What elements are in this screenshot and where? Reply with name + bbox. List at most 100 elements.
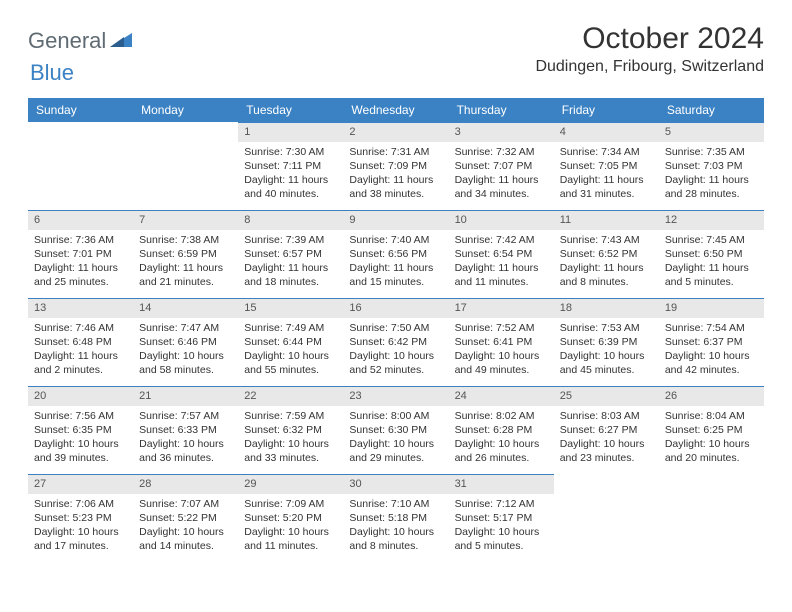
calendar-cell: 17Sunrise: 7:52 AMSunset: 6:41 PMDayligh… <box>449 298 554 386</box>
day-content: Sunrise: 8:03 AMSunset: 6:27 PMDaylight:… <box>554 406 659 470</box>
day-number: 15 <box>238 298 343 318</box>
day-content: Sunrise: 7:12 AMSunset: 5:17 PMDaylight:… <box>449 494 554 558</box>
day-number: 27 <box>28 474 133 494</box>
day-content: Sunrise: 7:10 AMSunset: 5:18 PMDaylight:… <box>343 494 448 558</box>
calendar-cell: 18Sunrise: 7:53 AMSunset: 6:39 PMDayligh… <box>554 298 659 386</box>
day-content: Sunrise: 7:52 AMSunset: 6:41 PMDaylight:… <box>449 318 554 382</box>
day-content: Sunrise: 7:30 AMSunset: 7:11 PMDaylight:… <box>238 142 343 206</box>
calendar-cell: 25Sunrise: 8:03 AMSunset: 6:27 PMDayligh… <box>554 386 659 474</box>
brand-logo: General <box>28 22 134 54</box>
calendar-cell: 6Sunrise: 7:36 AMSunset: 7:01 PMDaylight… <box>28 210 133 298</box>
day-content: Sunrise: 7:35 AMSunset: 7:03 PMDaylight:… <box>659 142 764 206</box>
calendar-cell: 16Sunrise: 7:50 AMSunset: 6:42 PMDayligh… <box>343 298 448 386</box>
calendar-cell: 19Sunrise: 7:54 AMSunset: 6:37 PMDayligh… <box>659 298 764 386</box>
day-number: 9 <box>343 210 448 230</box>
day-content: Sunrise: 7:50 AMSunset: 6:42 PMDaylight:… <box>343 318 448 382</box>
weekday-header: Thursday <box>449 98 554 122</box>
day-content: Sunrise: 7:40 AMSunset: 6:56 PMDaylight:… <box>343 230 448 294</box>
day-content: Sunrise: 7:38 AMSunset: 6:59 PMDaylight:… <box>133 230 238 294</box>
calendar-cell <box>659 474 764 562</box>
day-number: 11 <box>554 210 659 230</box>
calendar-cell: 22Sunrise: 7:59 AMSunset: 6:32 PMDayligh… <box>238 386 343 474</box>
day-number: 20 <box>28 386 133 406</box>
day-number: 18 <box>554 298 659 318</box>
day-content: Sunrise: 7:31 AMSunset: 7:09 PMDaylight:… <box>343 142 448 206</box>
day-number: 24 <box>449 386 554 406</box>
day-content: Sunrise: 7:06 AMSunset: 5:23 PMDaylight:… <box>28 494 133 558</box>
calendar-cell: 14Sunrise: 7:47 AMSunset: 6:46 PMDayligh… <box>133 298 238 386</box>
calendar-header-row: SundayMondayTuesdayWednesdayThursdayFrid… <box>28 98 764 122</box>
day-content: Sunrise: 7:32 AMSunset: 7:07 PMDaylight:… <box>449 142 554 206</box>
calendar-cell: 26Sunrise: 8:04 AMSunset: 6:25 PMDayligh… <box>659 386 764 474</box>
day-number: 23 <box>343 386 448 406</box>
calendar-cell: 13Sunrise: 7:46 AMSunset: 6:48 PMDayligh… <box>28 298 133 386</box>
day-content: Sunrise: 8:02 AMSunset: 6:28 PMDaylight:… <box>449 406 554 470</box>
calendar-cell: 11Sunrise: 7:43 AMSunset: 6:52 PMDayligh… <box>554 210 659 298</box>
calendar-cell: 9Sunrise: 7:40 AMSunset: 6:56 PMDaylight… <box>343 210 448 298</box>
day-content: Sunrise: 7:34 AMSunset: 7:05 PMDaylight:… <box>554 142 659 206</box>
day-content: Sunrise: 7:53 AMSunset: 6:39 PMDaylight:… <box>554 318 659 382</box>
day-content: Sunrise: 7:56 AMSunset: 6:35 PMDaylight:… <box>28 406 133 470</box>
calendar-cell: 10Sunrise: 7:42 AMSunset: 6:54 PMDayligh… <box>449 210 554 298</box>
day-number: 21 <box>133 386 238 406</box>
calendar-week-row: 6Sunrise: 7:36 AMSunset: 7:01 PMDaylight… <box>28 210 764 298</box>
day-number: 22 <box>238 386 343 406</box>
day-number: 10 <box>449 210 554 230</box>
day-content: Sunrise: 7:59 AMSunset: 6:32 PMDaylight:… <box>238 406 343 470</box>
calendar-cell: 3Sunrise: 7:32 AMSunset: 7:07 PMDaylight… <box>449 122 554 210</box>
brand-triangle-icon <box>110 31 132 52</box>
month-title: October 2024 <box>535 22 764 56</box>
day-number: 12 <box>659 210 764 230</box>
calendar-cell: 5Sunrise: 7:35 AMSunset: 7:03 PMDaylight… <box>659 122 764 210</box>
day-content: Sunrise: 8:00 AMSunset: 6:30 PMDaylight:… <box>343 406 448 470</box>
day-number: 16 <box>343 298 448 318</box>
day-content: Sunrise: 7:57 AMSunset: 6:33 PMDaylight:… <box>133 406 238 470</box>
day-number: 4 <box>554 122 659 142</box>
calendar-body: 1Sunrise: 7:30 AMSunset: 7:11 PMDaylight… <box>28 122 764 562</box>
calendar-cell: 12Sunrise: 7:45 AMSunset: 6:50 PMDayligh… <box>659 210 764 298</box>
calendar-cell: 23Sunrise: 8:00 AMSunset: 6:30 PMDayligh… <box>343 386 448 474</box>
day-number: 8 <box>238 210 343 230</box>
day-number: 5 <box>659 122 764 142</box>
brand-part2: Blue <box>30 60 766 86</box>
calendar-week-row: 27Sunrise: 7:06 AMSunset: 5:23 PMDayligh… <box>28 474 764 562</box>
weekday-header: Tuesday <box>238 98 343 122</box>
day-content: Sunrise: 7:47 AMSunset: 6:46 PMDaylight:… <box>133 318 238 382</box>
day-number: 3 <box>449 122 554 142</box>
weekday-header: Wednesday <box>343 98 448 122</box>
calendar-cell: 21Sunrise: 7:57 AMSunset: 6:33 PMDayligh… <box>133 386 238 474</box>
day-number: 7 <box>133 210 238 230</box>
day-number: 19 <box>659 298 764 318</box>
day-content: Sunrise: 7:09 AMSunset: 5:20 PMDaylight:… <box>238 494 343 558</box>
day-number: 31 <box>449 474 554 494</box>
weekday-header: Sunday <box>28 98 133 122</box>
calendar-page: General October 2024 Dudingen, Fribourg,… <box>0 0 792 562</box>
day-content: Sunrise: 7:49 AMSunset: 6:44 PMDaylight:… <box>238 318 343 382</box>
day-content: Sunrise: 7:46 AMSunset: 6:48 PMDaylight:… <box>28 318 133 382</box>
calendar-cell: 1Sunrise: 7:30 AMSunset: 7:11 PMDaylight… <box>238 122 343 210</box>
day-number: 2 <box>343 122 448 142</box>
calendar-cell: 4Sunrise: 7:34 AMSunset: 7:05 PMDaylight… <box>554 122 659 210</box>
day-number: 28 <box>133 474 238 494</box>
day-content: Sunrise: 7:54 AMSunset: 6:37 PMDaylight:… <box>659 318 764 382</box>
brand-part1: General <box>28 28 106 54</box>
calendar-cell: 20Sunrise: 7:56 AMSunset: 6:35 PMDayligh… <box>28 386 133 474</box>
calendar-cell: 2Sunrise: 7:31 AMSunset: 7:09 PMDaylight… <box>343 122 448 210</box>
day-number: 14 <box>133 298 238 318</box>
calendar-cell: 7Sunrise: 7:38 AMSunset: 6:59 PMDaylight… <box>133 210 238 298</box>
day-number: 25 <box>554 386 659 406</box>
calendar-cell <box>554 474 659 562</box>
calendar-cell: 27Sunrise: 7:06 AMSunset: 5:23 PMDayligh… <box>28 474 133 562</box>
calendar-week-row: 13Sunrise: 7:46 AMSunset: 6:48 PMDayligh… <box>28 298 764 386</box>
calendar-cell: 8Sunrise: 7:39 AMSunset: 6:57 PMDaylight… <box>238 210 343 298</box>
day-number: 6 <box>28 210 133 230</box>
day-content: Sunrise: 8:04 AMSunset: 6:25 PMDaylight:… <box>659 406 764 470</box>
calendar-cell: 28Sunrise: 7:07 AMSunset: 5:22 PMDayligh… <box>133 474 238 562</box>
calendar-cell <box>28 122 133 210</box>
day-content: Sunrise: 7:07 AMSunset: 5:22 PMDaylight:… <box>133 494 238 558</box>
calendar-cell: 15Sunrise: 7:49 AMSunset: 6:44 PMDayligh… <box>238 298 343 386</box>
day-content: Sunrise: 7:42 AMSunset: 6:54 PMDaylight:… <box>449 230 554 294</box>
day-content: Sunrise: 7:36 AMSunset: 7:01 PMDaylight:… <box>28 230 133 294</box>
calendar-cell <box>133 122 238 210</box>
calendar-week-row: 20Sunrise: 7:56 AMSunset: 6:35 PMDayligh… <box>28 386 764 474</box>
